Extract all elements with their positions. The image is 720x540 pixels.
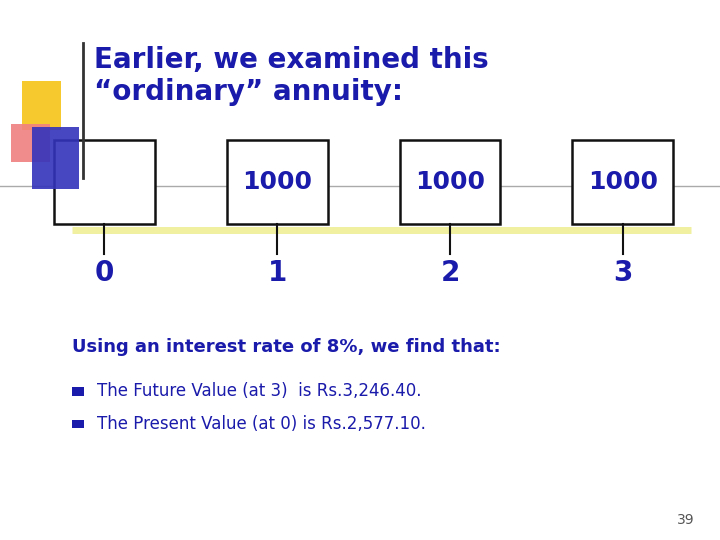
Text: Earlier, we examined this: Earlier, we examined this	[94, 46, 488, 74]
Text: “ordinary” annuity:: “ordinary” annuity:	[94, 78, 402, 106]
Bar	[400, 140, 500, 224]
Bar	[22, 81, 61, 130]
Text: 2: 2	[441, 259, 459, 287]
Text: 1000: 1000	[242, 170, 312, 194]
Bar	[32, 127, 79, 189]
Text: 1000: 1000	[588, 170, 658, 194]
Bar	[72, 420, 84, 428]
Bar	[11, 124, 50, 162]
Text: The Future Value (at 3)  is Rs.3,246.40.: The Future Value (at 3) is Rs.3,246.40.	[97, 382, 422, 401]
Text: 3: 3	[613, 259, 632, 287]
Text: 0: 0	[95, 259, 114, 287]
Text: 1000: 1000	[415, 170, 485, 194]
Text: 1: 1	[268, 259, 287, 287]
Bar	[572, 140, 673, 224]
Bar	[227, 140, 328, 224]
Text: 39: 39	[678, 512, 695, 526]
Text: The Present Value (at 0) is Rs.2,577.10.: The Present Value (at 0) is Rs.2,577.10.	[97, 415, 426, 433]
Bar	[54, 140, 155, 224]
Text: Using an interest rate of 8%, we find that:: Using an interest rate of 8%, we find th…	[72, 338, 500, 355]
Bar	[72, 387, 84, 396]
